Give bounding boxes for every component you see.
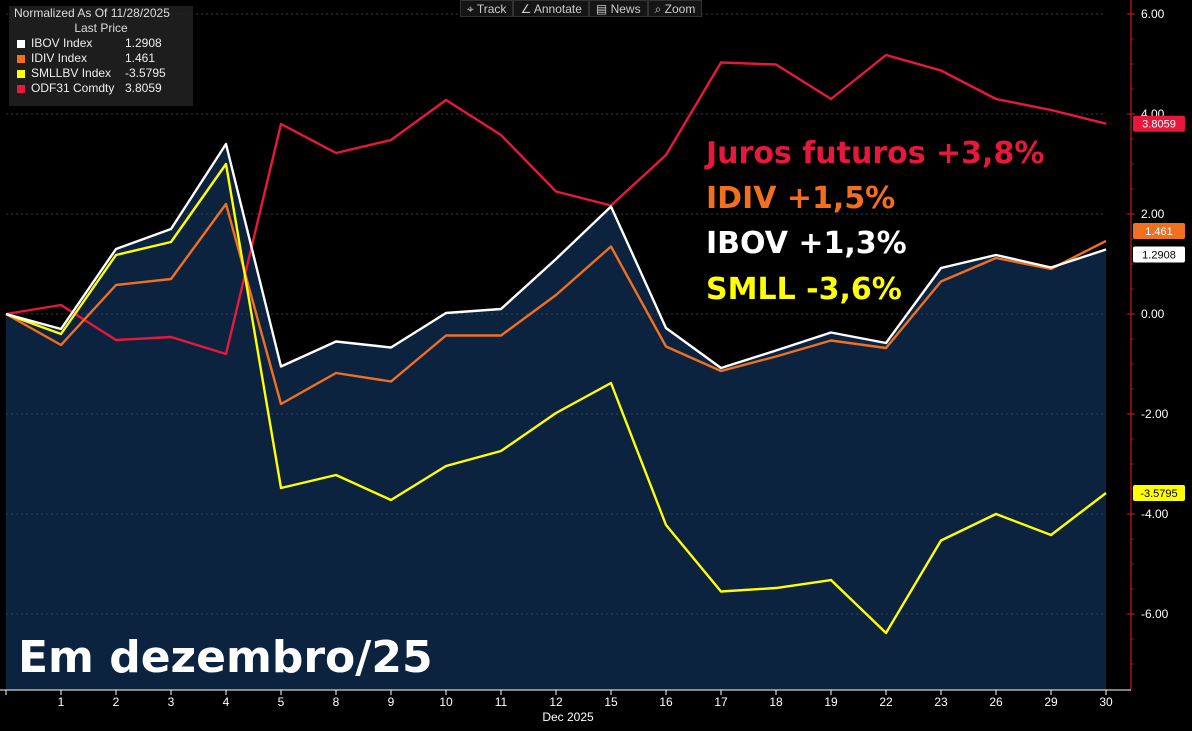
legend-item-value: 3.8059 <box>125 81 162 95</box>
legend-swatch <box>17 85 25 93</box>
legend-swatch <box>17 70 25 78</box>
x-tick-label: 2 <box>113 695 120 709</box>
y-tick-label: 2.00 <box>1141 207 1165 221</box>
legend-header: Normalized As Of 11/28/2025 <box>14 6 170 20</box>
x-axis-label: Dec 2025 <box>542 710 594 724</box>
y-tick-label: -2.00 <box>1141 407 1169 421</box>
x-tick-label: 9 <box>388 695 395 709</box>
x-tick-label: 4 <box>223 695 230 709</box>
last-value-badge <box>1133 222 1185 239</box>
series-line <box>5 53 1107 356</box>
annotation-idiv: IDIV +1,5% <box>706 181 896 216</box>
news-button[interactable]: ▤ News <box>588 0 648 17</box>
legend-item-odf31[interactable]: ODF31 Comdty 3.8059 <box>9 81 193 96</box>
x-tick-label: 17 <box>714 695 728 709</box>
last-value-label: 1.2908 <box>1142 249 1176 261</box>
x-tick-label: 3 <box>168 695 175 709</box>
legend-item-name: SMLLBV Index <box>31 66 112 80</box>
series-line <box>5 162 1107 635</box>
last-value-label: -3.5795 <box>1140 488 1177 500</box>
annotation-juros: Juros futuros +3,8% <box>706 136 1045 171</box>
zoom-label: Zoom <box>664 2 696 16</box>
x-tick-label: 11 <box>495 695 508 709</box>
news-label: News <box>610 2 641 16</box>
legend-item-name: ODF31 Comdty <box>31 81 115 95</box>
series-line <box>5 202 1107 406</box>
track-label: Track <box>476 2 507 16</box>
annotation-smll: SMLL -3,6% <box>706 272 902 307</box>
legend-box: Normalized As Of 11/28/2025 Last Price I… <box>9 6 193 106</box>
last-value-badge <box>1133 484 1185 501</box>
legend-swatch <box>17 40 25 48</box>
series-line <box>5 142 1107 370</box>
y-tick-label: -6.00 <box>1141 607 1169 621</box>
y-tick-label: 0.00 <box>1141 307 1165 321</box>
chart-toolbar: ⌖ Track ∠ Annotate ▤ News ⌕ Zoom <box>460 0 703 17</box>
legend-item-value: 1.461 <box>125 51 156 65</box>
last-value-label: 3.8059 <box>1142 119 1176 131</box>
track-button[interactable]: ⌖ Track <box>460 0 514 17</box>
legend-swatch <box>17 55 25 63</box>
legend-subheader: Last Price <box>74 21 128 35</box>
legend-item-ibov[interactable]: IBOV Index 1.2908 <box>9 36 193 51</box>
legend-item-value: -3.5795 <box>125 66 166 80</box>
legend-item-idiv[interactable]: IDIV Index 1.461 <box>9 51 193 66</box>
x-tick-label: 12 <box>549 695 563 709</box>
x-tick-label: 22 <box>879 695 893 709</box>
x-tick-label: 5 <box>278 695 285 709</box>
x-tick-label: 29 <box>1044 695 1058 709</box>
x-tick-label: 15 <box>604 695 618 709</box>
y-tick-label: -4.00 <box>1141 507 1169 521</box>
month-label: Em dezembro/25 <box>18 632 433 683</box>
x-tick-label: 26 <box>989 695 1003 709</box>
x-tick-label: 19 <box>824 695 838 709</box>
x-tick-label: 30 <box>1099 695 1113 709</box>
area-fill <box>6 144 1106 690</box>
legend-item-name: IDIV Index <box>31 51 88 65</box>
annotate-label: Annotate <box>533 2 582 16</box>
annotate-button[interactable]: ∠ Annotate <box>513 0 589 17</box>
zoom-button[interactable]: ⌕ Zoom <box>647 0 703 17</box>
x-tick-label: 23 <box>934 695 948 709</box>
x-tick-label: 8 <box>333 695 340 709</box>
last-value-badge <box>1133 115 1185 132</box>
x-tick-label: 18 <box>769 695 783 709</box>
x-tick-label: 1 <box>58 695 65 709</box>
legend-item-name: IBOV Index <box>31 36 93 50</box>
x-tick-label: 10 <box>439 695 453 709</box>
last-value-badge <box>1133 246 1185 263</box>
legend-item-value: 1.2908 <box>125 36 162 50</box>
last-value-label: 1.461 <box>1145 226 1173 238</box>
annotation-ibov: IBOV +1,3% <box>706 226 907 261</box>
x-tick-label: 16 <box>659 695 673 709</box>
legend-item-smll[interactable]: SMLLBV Index -3.5795 <box>9 66 193 81</box>
y-tick-label: 6.00 <box>1141 7 1165 21</box>
